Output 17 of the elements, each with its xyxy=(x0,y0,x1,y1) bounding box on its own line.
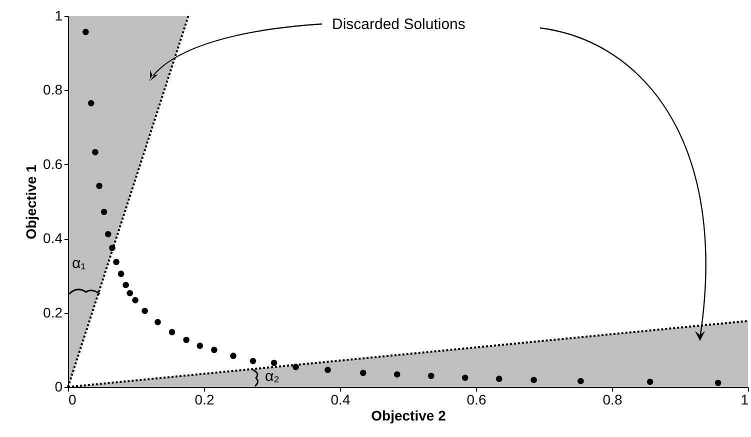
annotation: Discarded Solutions xyxy=(332,16,466,33)
x-tick-label: 1 xyxy=(740,392,749,408)
x-tick-label: 0.6 xyxy=(466,392,486,408)
y-tick-label: 0.4 xyxy=(43,230,63,246)
annotation: α₂ xyxy=(265,368,280,385)
y-tick-label: 0.6 xyxy=(43,156,63,172)
y-tick-label: 0.2 xyxy=(43,304,63,320)
x-tick-label: 0.8 xyxy=(602,392,622,408)
x-axis-title: Objective 2 xyxy=(371,408,446,424)
annotation: α₁ xyxy=(72,255,86,272)
x-tick-label: 0.2 xyxy=(194,392,214,408)
y-tick-label: 1 xyxy=(54,8,63,24)
y-axis-title: Objective 1 xyxy=(23,164,40,240)
y-tick-label: 0.8 xyxy=(43,82,63,98)
x-tick-label: 0 xyxy=(68,392,76,408)
y-tick-label: 0 xyxy=(54,378,63,394)
x-tick-label: 0.4 xyxy=(330,392,350,408)
